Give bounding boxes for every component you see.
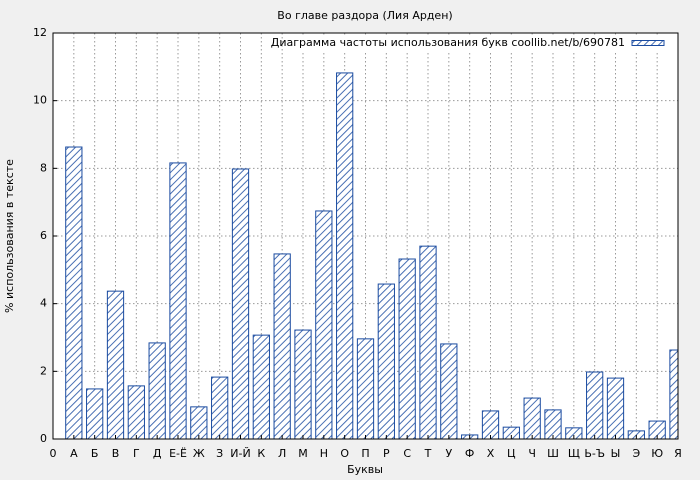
bar	[106, 290, 125, 439]
x-tick-label: Н	[320, 447, 328, 460]
x-tick-label: Ф	[465, 447, 474, 460]
bar	[211, 376, 229, 439]
x-tick-label: И-Й	[230, 447, 250, 460]
bar	[169, 162, 187, 439]
x-tick-label: Д	[153, 447, 162, 460]
y-tick-label: 4	[40, 297, 47, 310]
bars	[65, 72, 678, 439]
legend: Диаграмма частоты использования букв coo…	[271, 35, 671, 51]
bar	[523, 397, 541, 439]
bar	[127, 385, 145, 439]
y-tick-label: 12	[33, 26, 47, 39]
bar	[252, 334, 270, 439]
x-tick-label: Х	[487, 447, 495, 460]
x-tick-label: Ж	[193, 447, 205, 460]
bar	[419, 245, 437, 439]
bar	[148, 342, 166, 439]
x-tick-label: Ч	[528, 447, 536, 460]
x-tick-label: Р	[383, 447, 390, 460]
bar	[377, 283, 395, 439]
x-tick-label: У	[445, 447, 452, 460]
bar	[356, 338, 375, 439]
x-tick-label: З	[216, 447, 223, 460]
bar	[294, 329, 312, 439]
x-tick-label: М	[298, 447, 308, 460]
x-tick-label: Ы	[611, 447, 621, 460]
y-tick-label: 8	[40, 161, 47, 174]
x-tick-label: Б	[91, 447, 99, 460]
x-tick-label: Т	[424, 447, 432, 460]
bar	[606, 377, 625, 439]
bar	[481, 410, 500, 439]
x-tick-label: Я	[674, 447, 682, 460]
x-tick-label: Э	[632, 447, 640, 460]
x-tick-label: Ц	[507, 447, 516, 460]
bar	[315, 210, 333, 439]
x-tick-label: В	[112, 447, 120, 460]
bar	[544, 409, 562, 439]
bar	[86, 388, 104, 439]
x-tick-label: Ь-Ъ	[584, 447, 605, 460]
bar	[336, 72, 354, 439]
y-tick-label: 10	[33, 94, 47, 107]
x-axis-label: Буквы	[347, 463, 383, 476]
y-axis-label: % использования в тексте	[3, 159, 16, 313]
x-tick-label: П	[361, 447, 369, 460]
x-tick-label: Ю	[651, 447, 663, 460]
bar	[586, 371, 604, 439]
legend-label: Диаграмма частоты использования букв coo…	[271, 36, 625, 49]
x-tick-label: А	[70, 447, 78, 460]
x-tick-label: 0	[50, 447, 57, 460]
x-tick-label: Г	[133, 447, 140, 460]
x-tick-label: Щ	[568, 447, 580, 460]
x-tick-label: Е-Ё	[169, 447, 187, 460]
x-tick-label: С	[403, 447, 411, 460]
bar	[190, 406, 208, 439]
legend-background	[283, 35, 671, 51]
y-tick-label: 6	[40, 229, 47, 242]
y-tick-label: 0	[40, 432, 47, 445]
y-tick-label: 2	[40, 364, 47, 377]
bar	[669, 349, 678, 439]
bar	[627, 430, 645, 439]
bar	[65, 146, 83, 439]
bar	[440, 343, 458, 439]
chart-title: Во главе раздора (Лия Арден)	[277, 9, 452, 22]
legend-swatch	[631, 40, 665, 46]
x-tick-label: О	[340, 447, 349, 460]
x-tick-label: К	[257, 447, 265, 460]
x-tick-label: Ш	[547, 447, 559, 460]
bar	[398, 258, 416, 439]
bar	[231, 168, 250, 439]
x-tick-label: Л	[278, 447, 286, 460]
bar	[273, 253, 291, 439]
